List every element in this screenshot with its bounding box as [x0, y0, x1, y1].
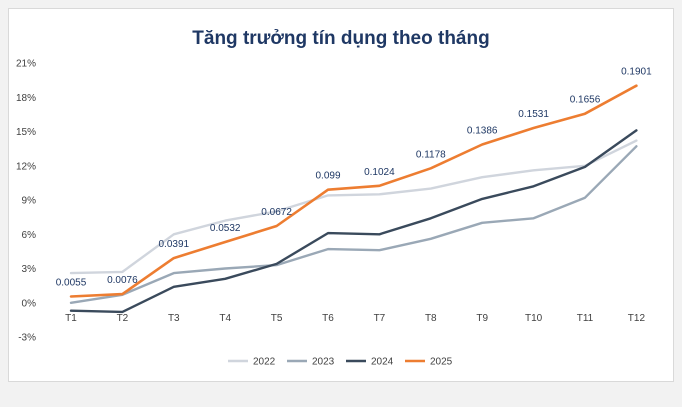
x-axis: T1 T2 T3 T4 T5 T6 T7 T8 T9 T10 T11 T12 [65, 313, 645, 324]
y-tick-label: 12% [16, 161, 36, 172]
legend-label: 2022 [253, 357, 276, 368]
legend-label: 2025 [430, 357, 453, 368]
y-tick-label: 0% [22, 298, 37, 309]
data-label: 0.1656 [570, 95, 601, 106]
y-tick-label: 6% [22, 230, 37, 241]
series-line-2024 [69, 129, 638, 314]
series-lines [69, 84, 638, 314]
x-tick-label: T11 [577, 313, 594, 324]
x-tick-label: T7 [374, 313, 386, 324]
data-label: 0.0532 [210, 223, 241, 234]
data-label: 0.0055 [56, 277, 87, 288]
y-tick-label: 3% [22, 264, 37, 275]
data-label: 0.1024 [364, 167, 395, 178]
data-label: 0.1178 [416, 149, 446, 160]
legend-label: 2024 [371, 357, 394, 368]
legend: 2022 2023 2024 2025 [228, 357, 453, 368]
chart-title: Tăng trưởng tín dụng theo tháng [192, 28, 489, 49]
data-labels: 0.0055 0.0076 0.0391 0.0532 0.0672 0.099 0.102… [56, 67, 652, 289]
series-line-2025 [69, 84, 638, 298]
x-tick-label: T5 [271, 313, 283, 324]
x-tick-label: T10 [525, 313, 543, 324]
x-tick-label: T8 [425, 313, 437, 324]
legend-label: 2023 [312, 357, 335, 368]
data-label: 0.0076 [107, 275, 138, 286]
series-line-2022 [69, 139, 638, 275]
y-tick-label: 9% [22, 196, 37, 207]
x-tick-label: T6 [322, 313, 334, 324]
y-tick-label: -3% [18, 333, 36, 344]
x-tick-label: T4 [219, 313, 231, 324]
data-label: 0.1531 [518, 109, 549, 120]
data-label: 0.1386 [467, 126, 498, 137]
x-tick-label: T2 [117, 313, 129, 324]
y-axis: -3% 0% 3% 6% 9% 12% 15% 18% 21% [16, 59, 36, 344]
y-tick-label: 15% [16, 127, 36, 138]
series-line-2023 [69, 145, 638, 304]
x-tick-label: T3 [168, 313, 180, 324]
x-tick-label: T1 [65, 313, 77, 324]
x-tick-label: T12 [628, 313, 646, 324]
data-label: 0.099 [315, 171, 340, 182]
y-tick-label: 18% [16, 93, 36, 104]
y-tick-label: 21% [16, 59, 36, 70]
x-tick-label: T9 [476, 313, 488, 324]
data-label: 0.1901 [621, 67, 652, 78]
data-label: 0.0391 [159, 239, 190, 250]
data-label: 0.0672 [261, 207, 292, 218]
